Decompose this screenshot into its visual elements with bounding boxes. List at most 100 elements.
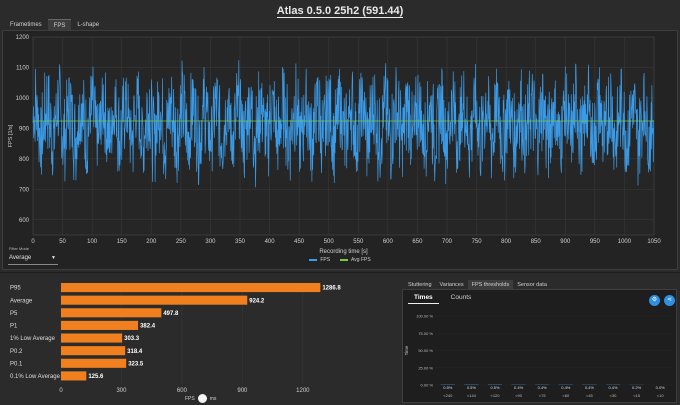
plot-area: [32, 36, 655, 236]
x-tick-label: 400: [265, 239, 276, 245]
threshold-y-tick-label: 50.00 %: [418, 348, 433, 353]
y-axis-label: FPS [1/s]: [8, 124, 14, 147]
threshold-value-label: 0.4%: [538, 385, 548, 390]
threshold-category-label: <15: [633, 393, 641, 398]
fps-series-line: [32, 60, 654, 188]
bar-category-label: P0.1: [10, 361, 23, 367]
stat-bar: [61, 295, 248, 305]
x-tick-label: 700: [442, 239, 453, 245]
x-tick-label: 900: [560, 239, 571, 245]
bar-value-label: 303.3: [124, 336, 140, 342]
y-tick-label: 700: [19, 187, 30, 193]
threshold-category-label: <60: [562, 393, 570, 398]
legend-item-avg-fps: Avg FPS: [340, 257, 371, 263]
main-tabs: Frametimes FPS L-shape: [4, 19, 105, 31]
toggle-label-fps: FPS: [185, 395, 195, 402]
x-tick-label: 950: [590, 239, 601, 245]
x-tick-label: 800: [501, 239, 512, 245]
bar-category-label: 1% Low Average: [10, 336, 56, 342]
bar-category-label: P1: [10, 324, 18, 330]
legend-swatch-fps: [309, 259, 318, 261]
chart-legend: FPS Avg FPS: [0, 257, 680, 263]
threshold-value-label: 0.0%: [656, 385, 666, 390]
subtab-counts[interactable]: Counts: [450, 294, 472, 301]
legend-item-fps: FPS: [309, 257, 330, 263]
stat-bar: [61, 308, 162, 318]
fps-chart-frame: 0 50 100 150 200 250 300 350 400 450 500 550 600 650 7…: [2, 30, 678, 270]
x-tick-label: 300: [205, 239, 216, 245]
x-tick-label: 350: [235, 239, 246, 245]
x-tick-label: 0: [31, 239, 35, 245]
tab-l-shape[interactable]: L-shape: [77, 22, 100, 28]
stat-bar: [61, 283, 321, 293]
bar-x-tick-label: 900: [237, 388, 248, 394]
threshold-value-label: 0.4%: [561, 385, 571, 390]
threshold-category-label: <45: [586, 393, 594, 398]
toggle-label-ms: ms: [209, 395, 217, 402]
threshold-bar-chart: 100.00 % 75.00 % 50.00 % 25.00 % 0.00 % Time 0…: [404, 314, 672, 398]
bar-category-label: Average: [10, 298, 33, 304]
stat-bar: [61, 320, 139, 330]
threshold-value-label: 0.5%: [467, 385, 477, 390]
toggle-knob[interactable]: [197, 394, 207, 403]
y-tick-label: 900: [19, 126, 30, 132]
y-tick-label: 800: [19, 157, 30, 163]
x-tick-label: 650: [412, 239, 423, 245]
x-tick-label: 450: [294, 239, 305, 245]
bar-x-tick-label: 300: [116, 388, 127, 394]
tab-frametimes[interactable]: Frametimes: [10, 22, 42, 28]
threshold-y-tick-label: 0.00 %: [421, 383, 434, 388]
tab-fps[interactable]: FPS: [47, 19, 72, 31]
threshold-category-label: <10: [657, 393, 665, 398]
tab-stuttering[interactable]: Stuttering: [408, 282, 432, 288]
statistics-bar-chart: 0 300 600 900 1200 P95 1286.8 Average 924.2 P5 497…: [10, 283, 341, 394]
legend-label-fps: FPS: [320, 257, 331, 263]
chevron-down-icon: ▼: [51, 255, 56, 261]
tab-variances[interactable]: Variances: [439, 282, 464, 288]
y-tick-label: 1100: [16, 65, 30, 71]
x-tick-label: 250: [176, 239, 187, 245]
unit-toggle[interactable]: FPS ms: [185, 394, 216, 403]
y-tick-label: 1200: [16, 35, 30, 41]
threshold-value-label: 0.4%: [514, 385, 524, 390]
subtab-times[interactable]: Times: [408, 292, 439, 304]
tab-sensor-data[interactable]: Sensor data: [517, 282, 547, 288]
x-tick-label: 150: [117, 239, 128, 245]
threshold-y-tick-label: 100.00 %: [416, 314, 433, 319]
x-tick-label: 50: [59, 239, 66, 245]
threshold-value-label: 0.2%: [632, 385, 642, 390]
legend-label-avg-fps: Avg FPS: [351, 257, 371, 263]
bar-x-tick-label: 1200: [296, 388, 310, 394]
x-tick-label: 1000: [618, 239, 632, 245]
x-tick-label: 200: [146, 239, 157, 245]
threshold-category-label: <30: [610, 393, 618, 398]
filter-mode-label: Filter Mode: [9, 246, 30, 251]
bar-value-label: 125.6: [88, 374, 104, 380]
section-divider: [0, 272, 680, 273]
threshold-y-tick-label: 75.00 %: [418, 331, 433, 336]
x-tick-label: 1050: [647, 239, 661, 245]
fps-line-chart: 0 50 100 150 200 250 300 350 400 450 500 550 600 650 7…: [8, 35, 661, 255]
x-tick-label: 600: [383, 239, 394, 245]
filter-mode-select[interactable]: Average ▼: [8, 253, 58, 265]
tab-fps-thresholds[interactable]: FPS thresholds: [467, 280, 514, 290]
y-tick-label: 600: [19, 218, 30, 224]
x-axis-label: Recording time [s]: [319, 249, 368, 255]
x-tick-label: 100: [87, 239, 98, 245]
threshold-y-axis-label: Time: [404, 345, 409, 355]
filter-mode-value: Average: [9, 255, 32, 261]
threshold-category-label: <75: [539, 393, 547, 398]
stat-bar: [61, 358, 127, 368]
bar-category-label: 0.1% Low Average: [10, 374, 61, 380]
threshold-subtabs: Times Counts: [408, 292, 477, 304]
threshold-value-label: 0.4%: [608, 385, 618, 390]
threshold-value-label: 0.5%: [443, 385, 453, 390]
x-tick-label: 850: [531, 239, 542, 245]
legend-swatch-avg-fps: [340, 259, 349, 261]
settings-icon[interactable]: ⚙: [649, 295, 660, 306]
bar-value-label: 497.8: [163, 311, 179, 317]
x-tick-label: 500: [324, 239, 335, 245]
bar-x-tick-label: 600: [177, 388, 188, 394]
share-icon[interactable]: ⋖: [664, 295, 675, 306]
stat-bar: [61, 371, 87, 381]
